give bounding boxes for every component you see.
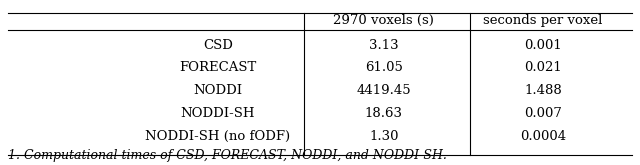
Text: 1. Computational times of CSD, FORECAST, NODDI, and NODDI-SH.: 1. Computational times of CSD, FORECAST,… [8, 149, 447, 162]
Text: 0.007: 0.007 [524, 107, 562, 120]
Text: CSD: CSD [203, 39, 233, 52]
Text: NODDI-SH: NODDI-SH [180, 107, 255, 120]
Text: seconds per voxel: seconds per voxel [483, 14, 603, 27]
Text: 18.63: 18.63 [365, 107, 403, 120]
Text: 1.488: 1.488 [524, 84, 562, 97]
Text: 2970 voxels (s): 2970 voxels (s) [333, 14, 434, 27]
Text: NODDI: NODDI [193, 84, 243, 97]
Text: 3.13: 3.13 [369, 39, 399, 52]
Text: 0.001: 0.001 [524, 39, 562, 52]
Text: 0.021: 0.021 [524, 61, 562, 74]
Text: NODDI-SH (no fODF): NODDI-SH (no fODF) [145, 130, 291, 143]
Text: 61.05: 61.05 [365, 61, 403, 74]
Text: 4419.45: 4419.45 [356, 84, 411, 97]
Text: 1.30: 1.30 [369, 130, 399, 143]
Text: 0.0004: 0.0004 [520, 130, 566, 143]
Text: FORECAST: FORECAST [179, 61, 257, 74]
